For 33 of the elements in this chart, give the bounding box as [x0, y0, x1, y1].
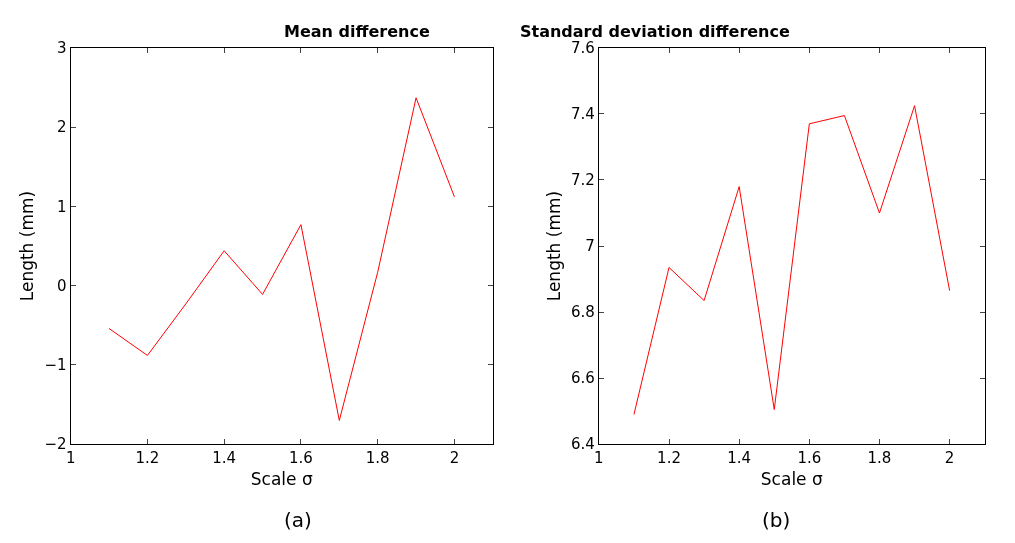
chart-title: Standard deviation difference: [520, 22, 790, 41]
y-tick-label: 7.4: [571, 105, 595, 124]
y-tick-label: 6.4: [571, 435, 595, 454]
y-tick-label: 3: [57, 39, 67, 58]
y-tick-label: −2: [44, 435, 67, 454]
y-tick-label: 6.8: [571, 303, 595, 322]
x-tick-label: 1.2: [135, 449, 160, 468]
y-axis-title: Length (mm): [17, 190, 38, 302]
x-tick-label: 1.8: [365, 449, 390, 468]
text: (a): [284, 508, 312, 532]
y-tick-label: 0: [57, 276, 67, 295]
y-tick-label: 2: [57, 118, 67, 137]
line-series: [108, 97, 455, 421]
x-axis-title: Scale σ: [760, 468, 823, 489]
x-axis-title: Scale σ: [250, 468, 313, 489]
x-tick-label: 1.4: [212, 449, 237, 468]
y-tick-label: 6.6: [571, 369, 595, 388]
x-tick-label: 1.6: [289, 449, 313, 468]
y-tick-label: 7.2: [571, 171, 595, 190]
y-axis-title: Length (mm): [543, 190, 564, 302]
x-tick-label: 1.8: [867, 449, 892, 468]
x-tick-label: 1.6: [797, 449, 822, 468]
x-tick-label: 1.4: [727, 449, 752, 468]
x-tick-label: 2: [944, 449, 955, 468]
y-tick-label: −1: [44, 356, 67, 375]
text: (b): [762, 508, 791, 532]
y-tick-label: 1: [57, 197, 67, 216]
y-tick-label: 7: [585, 237, 595, 256]
x-tick-label: 2: [449, 449, 460, 468]
chart-title: Mean difference: [284, 22, 430, 41]
x-tick-label: 1.2: [657, 449, 681, 468]
y-tick-label: 7.6: [571, 39, 595, 58]
line-series: [633, 105, 951, 415]
